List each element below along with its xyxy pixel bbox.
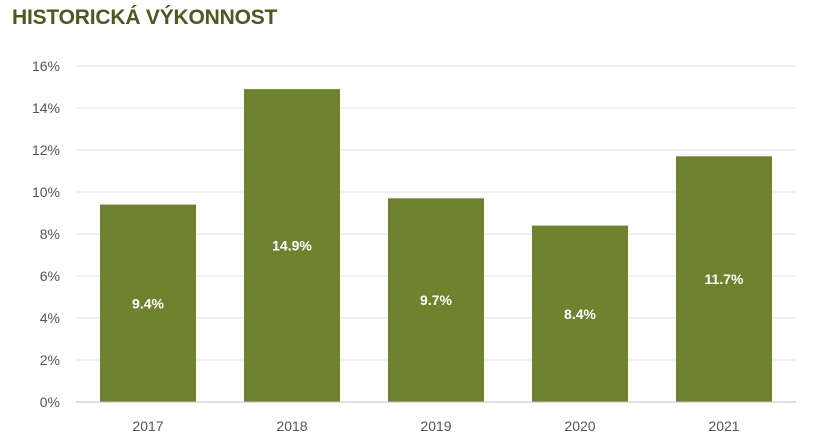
- y-tick-label: 8%: [40, 226, 60, 242]
- data-label: 8.4%: [564, 306, 596, 322]
- bars: [100, 89, 772, 402]
- bar-2017: [100, 204, 196, 402]
- y-tick-label: 14%: [32, 100, 60, 116]
- data-label: 14.9%: [272, 238, 312, 254]
- data-label: 9.4%: [132, 295, 164, 311]
- data-label: 11.7%: [705, 271, 744, 287]
- y-tick-label: 6%: [40, 268, 60, 284]
- y-tick-label: 16%: [32, 58, 60, 74]
- y-tick-label: 12%: [32, 142, 60, 158]
- bar-2021: [676, 156, 772, 402]
- y-tick-label: 10%: [32, 184, 60, 200]
- y-axis-tick-labels: 0% 2% 4% 6% 8% 10% 12% 14% 16%: [32, 58, 60, 410]
- y-tick-label: 4%: [40, 310, 60, 326]
- x-tick-label: 2020: [564, 418, 595, 434]
- y-tick-label: 2%: [40, 352, 60, 368]
- x-axis-tick-labels: 2017 2018 2019 2020 2021: [132, 418, 739, 434]
- data-label: 9.7%: [420, 292, 452, 308]
- x-tick-label: 2018: [276, 418, 307, 434]
- y-tick-label: 0%: [40, 394, 60, 410]
- bar-2018: [244, 89, 340, 402]
- bar-2019: [388, 198, 484, 402]
- x-tick-label: 2017: [132, 418, 163, 434]
- data-labels: 9.4% 14.9% 9.7% 8.4% 11.7%: [132, 238, 744, 322]
- bar-2020: [532, 225, 628, 402]
- chart-title: HISTORICKÁ VÝKONNOST: [12, 6, 278, 29]
- x-tick-label: 2019: [420, 418, 451, 434]
- x-tick-label: 2021: [708, 418, 739, 434]
